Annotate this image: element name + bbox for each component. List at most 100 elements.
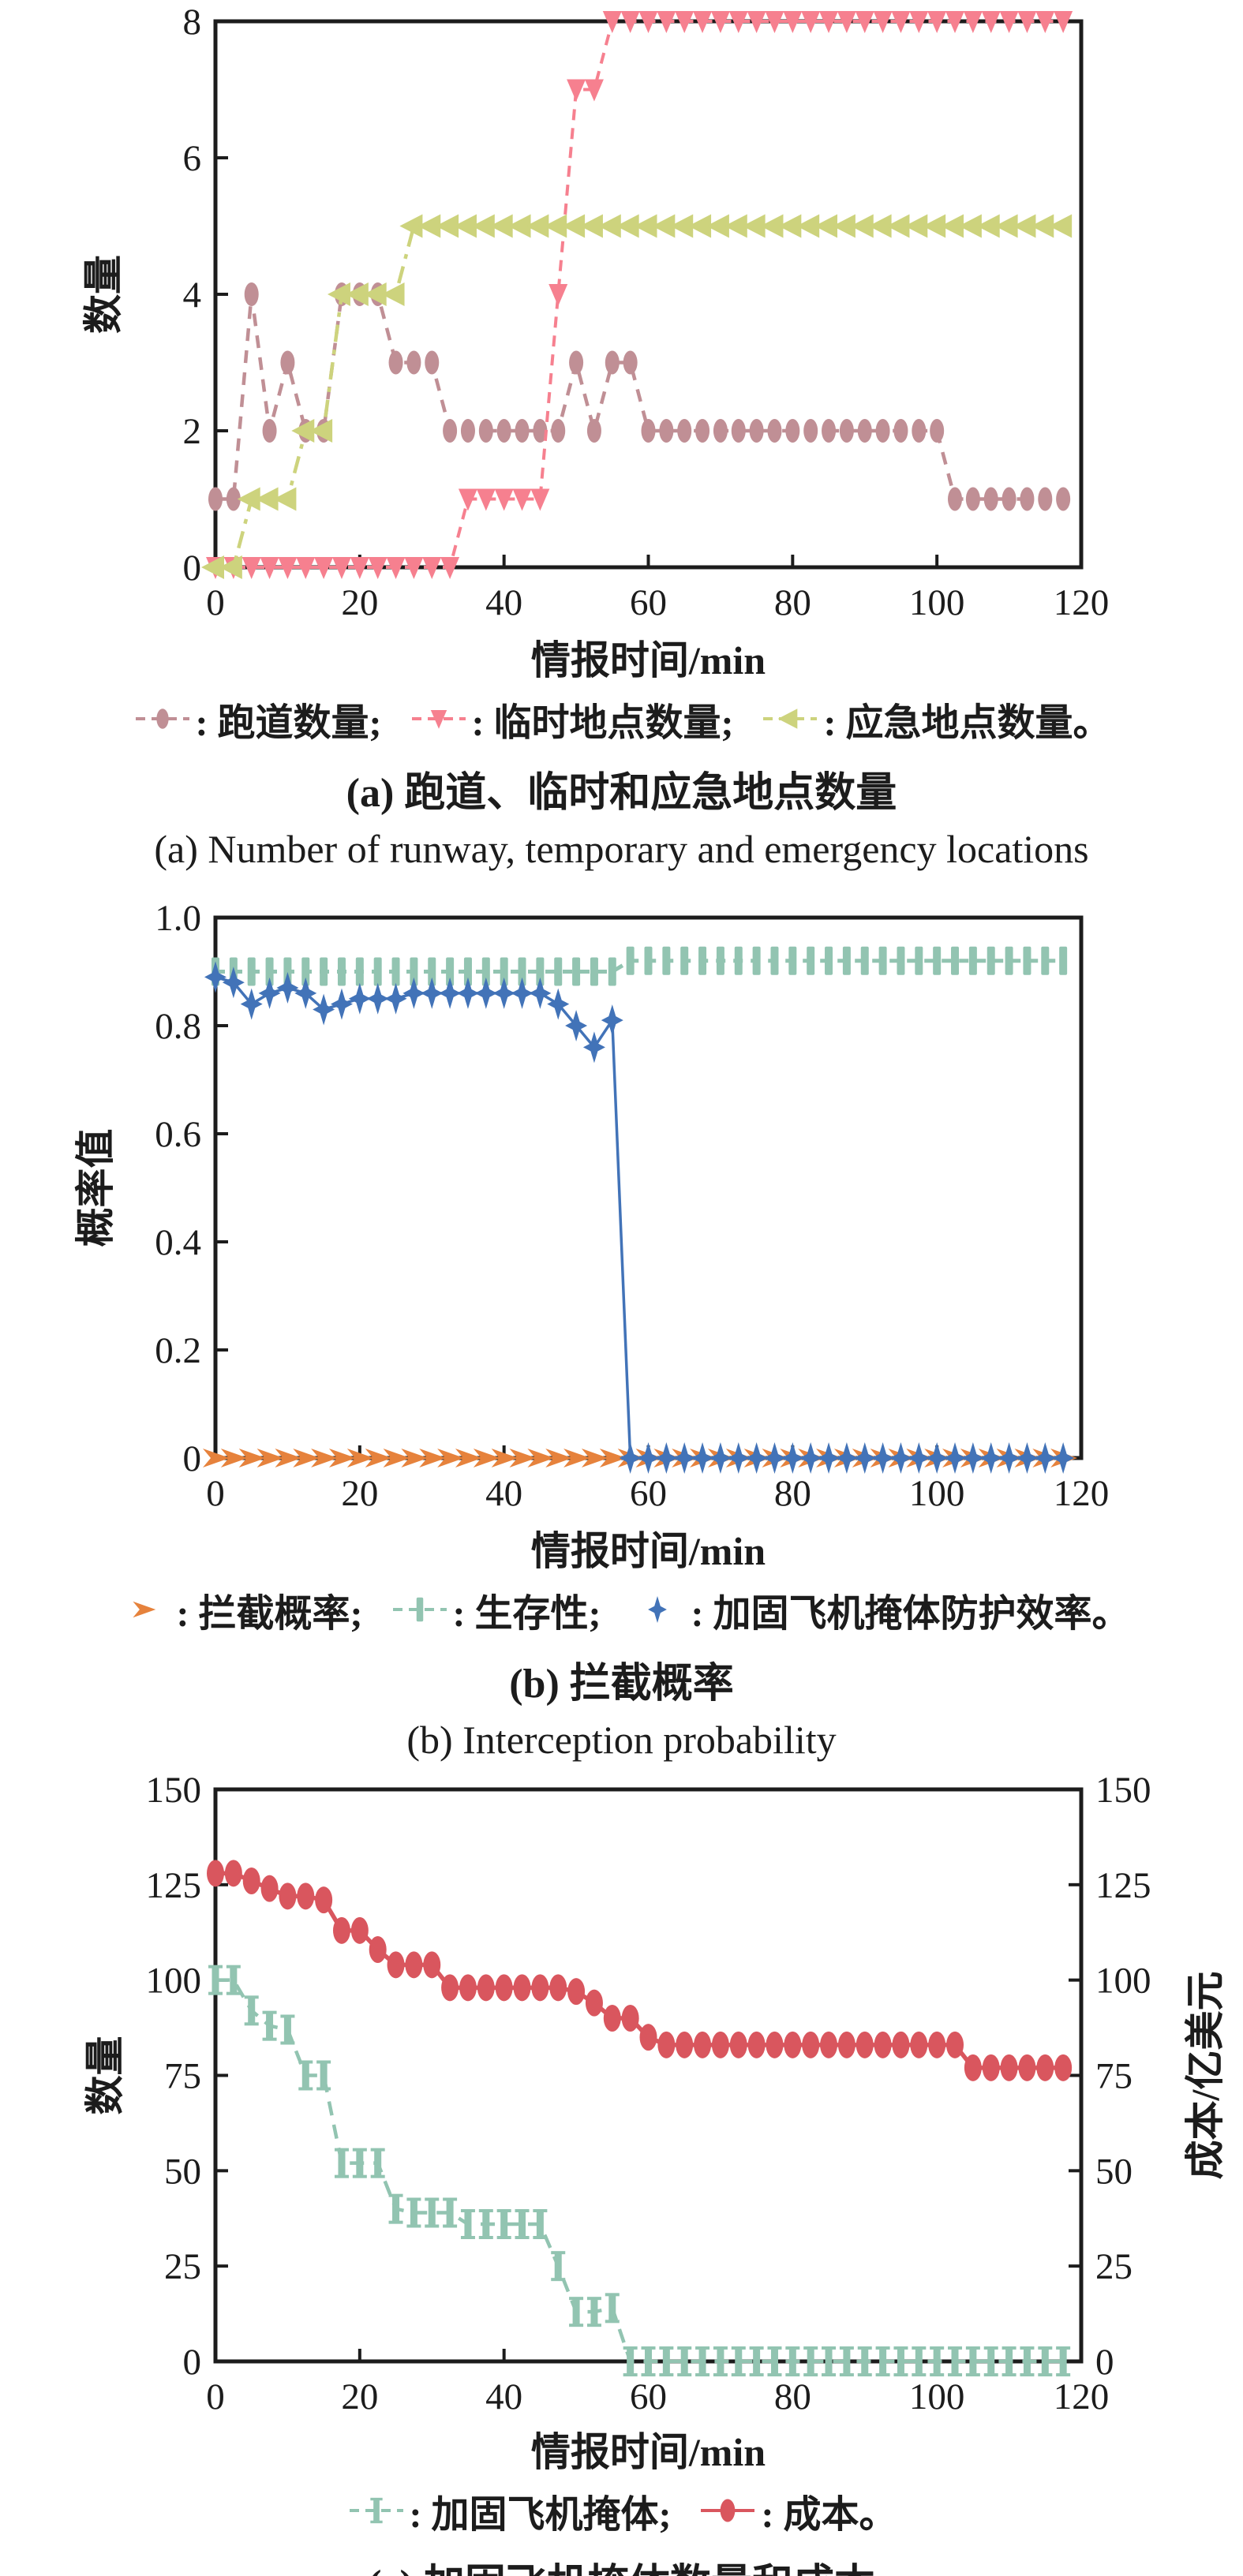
legend-marker-0 xyxy=(135,708,189,729)
chart-c-legend: : 加固飞机掩体; : 成本。 xyxy=(0,2483,1243,2538)
svg-text:数量: 数量 xyxy=(81,255,125,334)
legend-marker-0 xyxy=(349,2497,403,2524)
svg-text:100: 100 xyxy=(909,582,965,623)
svg-text:80: 80 xyxy=(774,2376,811,2417)
figure-c-shelters: 0 20 40 60 80 100 120 0 0 25 25 50 50 75 75 100 100 125 12… xyxy=(0,1762,1243,2576)
chart-a-caption-en: (a) Number of runway, temporary and emer… xyxy=(154,827,1089,871)
legend-item-1: : 临时地点数量; xyxy=(409,691,734,746)
svg-text:0: 0 xyxy=(183,1438,202,1479)
chart-c-caption-zh: (c) 加固飞机掩体数量和成本 xyxy=(0,2551,1243,2576)
legend-label-0: : 跑道数量; xyxy=(195,702,382,744)
series-2 xyxy=(204,961,1075,1474)
svg-text:概率值: 概率值 xyxy=(73,1129,118,1247)
svg-text:0.2: 0.2 xyxy=(155,1330,201,1371)
legend-label-1: : 成本。 xyxy=(761,2494,897,2536)
svg-text:100: 100 xyxy=(1095,1961,1151,2002)
legend-item-0: : 加固飞机掩体; xyxy=(346,2483,672,2538)
legend-item-1: : 成本。 xyxy=(698,2483,897,2538)
svg-text:100: 100 xyxy=(909,1473,965,1514)
svg-text:0: 0 xyxy=(183,2342,202,2383)
svg-text:0.4: 0.4 xyxy=(155,1222,201,1263)
svg-text:40: 40 xyxy=(485,582,522,623)
legend-marker-2 xyxy=(648,1596,668,1623)
legend-label-2: : 应急地点数量。 xyxy=(823,702,1111,744)
legend-marker-1 xyxy=(411,709,466,729)
svg-text:4: 4 xyxy=(183,275,202,316)
svg-text:0: 0 xyxy=(206,1473,225,1514)
svg-text:情报时间/min: 情报时间/min xyxy=(531,2430,766,2474)
chart-b-caption-zh: (b) 拦截概率 xyxy=(509,1662,734,1707)
chart-a-caption-zh: (a) 跑道、临时和应急地点数量 xyxy=(346,771,897,816)
svg-text:情报时间/min: 情报时间/min xyxy=(531,1529,766,1573)
legend-marker-1 xyxy=(701,2499,755,2522)
legend-marker-2 xyxy=(763,708,818,729)
svg-text:125: 125 xyxy=(1095,1865,1151,1906)
axes: 0 20 40 60 80 100 120 0 0.2 0.4 0.6 0.8 1.0 情报时间/min 概… xyxy=(73,898,1109,1573)
svg-text:0: 0 xyxy=(1095,2342,1114,2383)
svg-text:0: 0 xyxy=(206,2376,225,2417)
series-0 xyxy=(208,1965,1071,2376)
svg-text:120: 120 xyxy=(1054,582,1110,623)
series-1 xyxy=(206,11,1073,579)
svg-text:2: 2 xyxy=(183,411,202,452)
svg-text:40: 40 xyxy=(485,1473,522,1514)
svg-text:100: 100 xyxy=(909,2376,965,2417)
figure-b-interception: 0 20 40 60 80 100 120 0 0.2 0.4 0.6 0.8 1.0 情报时间/min 概… xyxy=(0,880,1243,1762)
legend-label-1: : 生存性; xyxy=(452,1593,601,1635)
svg-text:数量: 数量 xyxy=(83,2036,127,2115)
series-2 xyxy=(201,214,1073,579)
svg-text:0: 0 xyxy=(183,548,202,589)
svg-text:0.8: 0.8 xyxy=(155,1006,201,1047)
svg-text:60: 60 xyxy=(630,2376,667,2417)
svg-text:20: 20 xyxy=(341,2376,378,2417)
series-1 xyxy=(212,946,1068,986)
svg-text:80: 80 xyxy=(774,1473,811,1514)
svg-text:40: 40 xyxy=(485,2376,522,2417)
legend-marker-0 xyxy=(132,1601,155,1618)
legend-label-1: : 临时地点数量; xyxy=(471,702,734,744)
svg-text:75: 75 xyxy=(1095,2056,1133,2097)
svg-text:150: 150 xyxy=(146,1770,202,1811)
svg-text:50: 50 xyxy=(1095,2151,1133,2192)
svg-text:125: 125 xyxy=(146,1865,202,1906)
svg-text:50: 50 xyxy=(164,2151,201,2192)
chart-b-caption-en: (b) Interception probability xyxy=(406,1718,837,1762)
svg-text:60: 60 xyxy=(630,582,667,623)
chart-a-canvas: 0 20 40 60 80 100 120 0 2 4 6 8 情报时间/min 数量 xyxy=(81,2,1109,682)
series-1 xyxy=(207,1860,1073,2081)
axes: 0 20 40 60 80 100 120 0 2 4 6 8 情报时间/min 数量 xyxy=(81,2,1109,682)
svg-text:0: 0 xyxy=(206,582,225,623)
svg-text:75: 75 xyxy=(164,2056,201,2097)
svg-text:120: 120 xyxy=(1054,2376,1110,2417)
legend-label-0: : 加固飞机掩体; xyxy=(409,2494,672,2536)
svg-text:25: 25 xyxy=(164,2246,201,2287)
legend-item-0: : 跑道数量; xyxy=(133,691,382,746)
chart-b-legend: : 拦截概率; : 生存性; : 加固飞机掩体防护效率。 xyxy=(0,1582,1243,1637)
chart-b-canvas: 0 20 40 60 80 100 120 0 0.2 0.4 0.6 0.8 1.0 情报时间/min 概… xyxy=(73,898,1109,1573)
svg-text:8: 8 xyxy=(183,2,202,43)
svg-text:150: 150 xyxy=(1095,1770,1151,1811)
svg-text:100: 100 xyxy=(146,1961,202,2002)
legend-item-2: : 应急地点数量。 xyxy=(760,691,1110,746)
svg-text:20: 20 xyxy=(341,1473,378,1514)
svg-text:6: 6 xyxy=(183,138,202,179)
svg-text:120: 120 xyxy=(1054,1473,1110,1514)
svg-text:0.6: 0.6 xyxy=(155,1114,201,1155)
svg-text:情报时间/min: 情报时间/min xyxy=(531,638,766,682)
legend-label-2: : 加固飞机掩体防护效率。 xyxy=(691,1593,1130,1635)
svg-text:60: 60 xyxy=(630,1473,667,1514)
svg-text:80: 80 xyxy=(774,582,811,623)
svg-text:25: 25 xyxy=(1095,2246,1133,2287)
figure-a-locations: 0 20 40 60 80 100 120 0 2 4 6 8 情报时间/min 数量 : 跑道数量;: … xyxy=(0,0,1243,880)
svg-text:1.0: 1.0 xyxy=(155,898,201,939)
chart-a-legend: : 跑道数量; : 临时地点数量; : 应急地点数量。 xyxy=(0,691,1243,746)
legend-item-1: : 生存性; xyxy=(390,1582,601,1637)
legend-marker-1 xyxy=(392,1597,447,1622)
legend-label-0: : 拦截概率; xyxy=(176,1593,363,1635)
legend-item-2: : 加固飞机掩体防护效率。 xyxy=(627,1582,1129,1637)
svg-text:成本/亿美元: 成本/亿美元 xyxy=(1183,1972,1227,2180)
svg-text:20: 20 xyxy=(341,582,378,623)
